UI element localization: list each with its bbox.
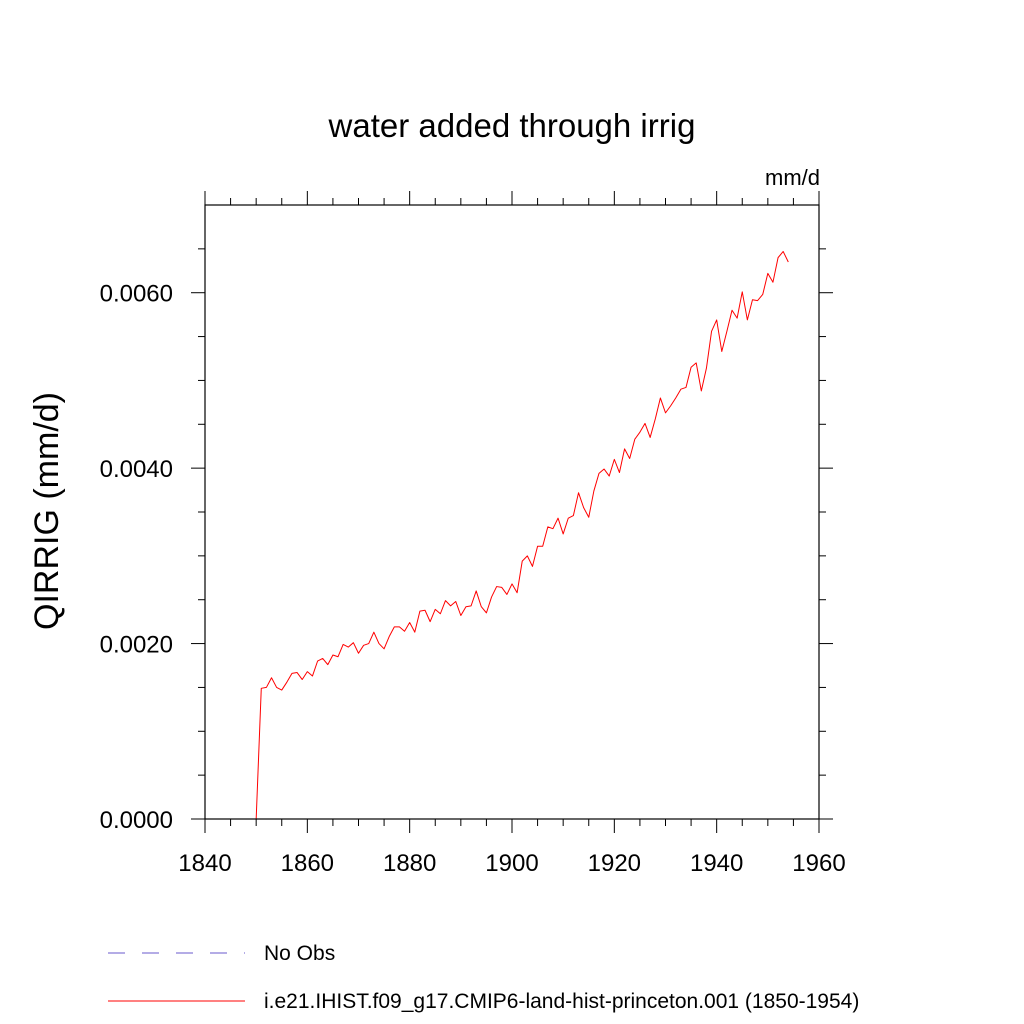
legend: No Obs i.e21.IHIST.f09_g17.CMIP6-land-hi… <box>108 942 859 1013</box>
series-line-1 <box>255 250 789 820</box>
y-tick-label: 0.0040 <box>100 456 173 483</box>
legend-label-no-obs: No Obs <box>264 942 335 965</box>
x-tick-label: 1960 <box>792 850 845 877</box>
x-tick-label: 1880 <box>383 850 436 877</box>
units-label: mm/d <box>765 165 820 190</box>
x-tick-label: 1940 <box>690 850 743 877</box>
x-tick-label: 1920 <box>588 850 641 877</box>
chart-title: water added through irrig <box>328 107 696 144</box>
x-tick-labels: 1840 1860 1880 1900 1920 1940 1960 <box>178 850 845 877</box>
y-tick-label: 0.0020 <box>100 632 173 659</box>
x-tick-label: 1860 <box>281 850 334 877</box>
x-tick-label: 1900 <box>485 850 538 877</box>
axis-ticks <box>191 191 833 833</box>
y-axis-label: QIRRIG (mm/d) <box>28 392 66 630</box>
y-tick-label: 0.0000 <box>100 807 173 834</box>
series-lines <box>255 250 789 820</box>
x-tick-label: 1840 <box>178 850 231 877</box>
y-tick-label: 0.0060 <box>100 281 173 308</box>
plot-frame <box>204 204 820 820</box>
legend-label-model-run: i.e21.IHIST.f09_g17.CMIP6-land-hist-prin… <box>264 990 859 1013</box>
y-tick-labels: 0.0000 0.0020 0.0040 0.0060 <box>100 281 173 834</box>
